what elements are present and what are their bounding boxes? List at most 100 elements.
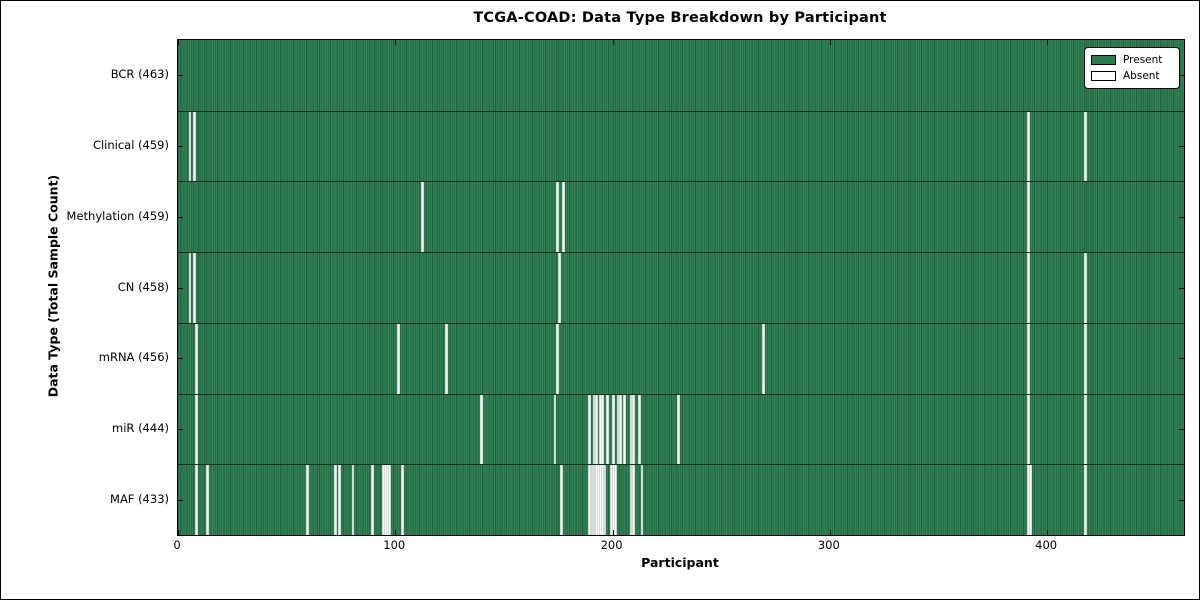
absent-stripe (334, 464, 337, 535)
row-mRNA (178, 322, 1184, 394)
xtick-mark (612, 530, 614, 535)
absent-stripe (590, 464, 594, 535)
absent-stripe (305, 464, 309, 535)
absent-stripe (192, 110, 196, 182)
absent-stripe (444, 322, 448, 394)
absent-stripe (588, 464, 592, 535)
absent-stripe (555, 181, 559, 253)
legend-swatch-present-icon (1091, 55, 1116, 65)
absent-stripe (381, 464, 385, 535)
ytick-label-MAF: MAF (433) (110, 491, 169, 506)
absent-stripe (1027, 393, 1031, 465)
xtick-label: 100 (383, 538, 406, 552)
absent-stripe (677, 393, 681, 465)
absent-stripe (1083, 110, 1087, 182)
xtick-label: 300 (817, 538, 840, 552)
ytick-label-CN: CN (458) (117, 279, 169, 294)
xtick-mark (395, 530, 397, 535)
ytick-mark (1179, 287, 1184, 289)
absent-stripe (338, 464, 342, 535)
absent-stripe (553, 393, 557, 465)
legend-entry-absent: Absent (1091, 68, 1173, 84)
ytick-mark (178, 358, 183, 360)
legend-swatch-absent-icon (1091, 71, 1116, 81)
plot-area (177, 39, 1185, 536)
ytick-label-BCR: BCR (463) (110, 67, 169, 82)
absent-stripe (386, 464, 390, 535)
absent-stripe (1029, 464, 1033, 535)
xtick-mark (178, 40, 179, 45)
absent-stripe (1027, 252, 1031, 323)
absent-stripe (384, 464, 387, 535)
absent-stripe (605, 393, 609, 465)
absent-stripe (1027, 110, 1031, 182)
absent-stripe (629, 464, 633, 535)
absent-stripe (616, 393, 620, 465)
absent-stripe (640, 464, 644, 535)
absent-stripe (555, 322, 559, 394)
row-divider (178, 464, 1184, 466)
legend-entry-present: Present (1091, 52, 1173, 68)
ytick-label-Methylation: Methylation (459) (66, 208, 169, 223)
legend-label-present: Present (1123, 53, 1163, 66)
absent-stripe (1083, 322, 1087, 394)
ytick-label-Clinical: Clinical (459) (92, 138, 169, 153)
absent-stripe (371, 464, 374, 535)
absent-stripe (588, 393, 592, 465)
row-MAF (178, 464, 1184, 535)
absent-stripe (601, 393, 605, 465)
xtick-mark (1047, 40, 1049, 45)
xtick-label: 400 (1035, 538, 1058, 552)
absent-stripe (195, 464, 198, 535)
row-divider (178, 181, 1184, 183)
absent-stripe (1027, 181, 1031, 253)
absent-stripe (594, 393, 598, 465)
ytick-mark (178, 216, 183, 218)
ytick-mark (178, 499, 183, 501)
absent-stripe (1027, 464, 1031, 535)
row-divider (178, 252, 1184, 254)
row-miR (178, 393, 1184, 465)
xtick-label: 0 (173, 538, 181, 552)
absent-stripe (195, 322, 198, 394)
absent-stripe (610, 464, 613, 535)
row-Clinical (178, 110, 1184, 182)
absent-stripe (562, 181, 566, 253)
absent-stripe (479, 393, 483, 465)
xtick-mark (829, 40, 831, 45)
absent-stripe (597, 464, 600, 535)
absent-stripe (351, 464, 355, 535)
absent-stripe (560, 464, 563, 535)
ytick-mark (1179, 358, 1184, 360)
absent-stripe (592, 464, 596, 535)
row-divider (178, 110, 1184, 112)
absent-stripe (1083, 393, 1087, 465)
absent-stripe (638, 393, 642, 465)
absent-stripe (192, 252, 196, 323)
xtick-mark (612, 40, 614, 45)
absent-stripe (618, 393, 622, 465)
ytick-mark (1179, 428, 1184, 430)
absent-stripe (631, 393, 635, 465)
ytick-mark (1179, 499, 1184, 501)
absent-stripe (599, 464, 603, 535)
ytick-mark (178, 287, 183, 289)
absent-stripe (603, 464, 607, 535)
xtick-mark (1047, 530, 1049, 535)
ytick-label-mRNA: mRNA (456) (98, 350, 169, 365)
xtick-label: 200 (600, 538, 623, 552)
row-CN (178, 252, 1184, 323)
absent-stripe (592, 393, 596, 465)
ytick-mark (1179, 75, 1184, 77)
x-axis-title: Participant (641, 555, 719, 570)
absent-stripe (594, 464, 598, 535)
absent-stripe (601, 464, 605, 535)
absent-stripe (1083, 464, 1087, 535)
absent-stripe (612, 464, 616, 535)
absent-stripe (762, 322, 765, 394)
absent-stripe (557, 252, 561, 323)
ytick-mark (1179, 146, 1184, 148)
absent-stripe (388, 464, 392, 535)
absent-stripe (1083, 252, 1087, 323)
